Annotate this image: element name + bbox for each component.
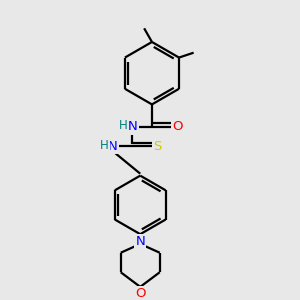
Text: N: N	[135, 236, 145, 248]
Text: H: H	[100, 139, 109, 152]
Text: H: H	[119, 119, 128, 132]
Text: N: N	[128, 120, 137, 133]
Text: O: O	[172, 120, 183, 133]
Text: O: O	[135, 287, 146, 300]
Text: S: S	[154, 140, 162, 153]
Text: N: N	[108, 140, 118, 153]
